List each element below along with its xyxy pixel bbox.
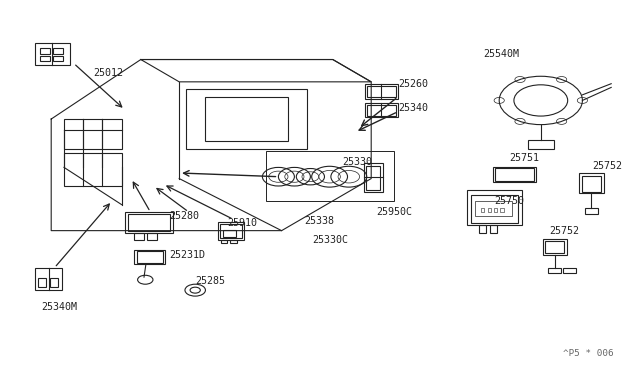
- Bar: [218, 222, 244, 240]
- Text: 25012: 25012: [93, 68, 123, 77]
- Text: 25330: 25330: [342, 157, 372, 167]
- Bar: [467, 190, 522, 225]
- Bar: [35, 268, 62, 290]
- Bar: [495, 168, 534, 181]
- Text: 25338: 25338: [304, 217, 334, 226]
- Bar: [479, 225, 486, 233]
- Text: 25340: 25340: [399, 103, 429, 113]
- Bar: [585, 208, 598, 214]
- Text: 25260: 25260: [399, 79, 429, 89]
- Text: 25751: 25751: [509, 153, 539, 163]
- Text: 25752: 25752: [592, 161, 622, 170]
- Bar: [64, 119, 122, 149]
- Bar: [53, 48, 63, 54]
- Bar: [134, 250, 165, 264]
- Text: 25330C: 25330C: [312, 235, 348, 245]
- Bar: [579, 173, 604, 193]
- Bar: [528, 140, 554, 149]
- Text: 25231D: 25231D: [170, 250, 205, 260]
- Bar: [365, 84, 398, 99]
- Bar: [563, 268, 576, 273]
- Bar: [40, 56, 50, 61]
- Bar: [471, 195, 518, 223]
- Bar: [221, 240, 227, 243]
- Bar: [40, 48, 50, 54]
- Bar: [364, 163, 383, 192]
- Text: ^P5 * 006: ^P5 * 006: [563, 349, 614, 358]
- Text: 25750: 25750: [494, 196, 524, 206]
- Bar: [134, 232, 144, 240]
- Bar: [205, 97, 288, 141]
- Text: 25540M: 25540M: [483, 49, 519, 59]
- Bar: [38, 278, 46, 287]
- Bar: [481, 208, 484, 212]
- Bar: [582, 176, 601, 192]
- Bar: [475, 201, 512, 216]
- Bar: [545, 241, 564, 253]
- Bar: [50, 278, 58, 287]
- Bar: [500, 208, 504, 212]
- Bar: [128, 214, 170, 231]
- Text: 25285: 25285: [195, 276, 225, 286]
- Bar: [64, 153, 122, 186]
- Bar: [230, 240, 237, 243]
- Bar: [137, 251, 163, 263]
- Bar: [35, 43, 70, 65]
- Bar: [220, 224, 242, 238]
- Bar: [367, 86, 396, 97]
- Bar: [125, 212, 173, 232]
- Bar: [147, 232, 157, 240]
- Bar: [53, 56, 63, 61]
- Text: 25752: 25752: [549, 226, 579, 235]
- Text: 25340M: 25340M: [42, 302, 77, 312]
- Text: 25280: 25280: [170, 211, 200, 221]
- Bar: [266, 151, 394, 201]
- Bar: [494, 208, 497, 212]
- Bar: [488, 208, 491, 212]
- Bar: [365, 103, 398, 117]
- Bar: [543, 239, 567, 255]
- Text: 25950C: 25950C: [376, 207, 412, 217]
- Bar: [548, 268, 561, 273]
- Bar: [493, 167, 536, 182]
- Text: 25910: 25910: [227, 218, 257, 228]
- Bar: [186, 89, 307, 149]
- Bar: [367, 105, 396, 116]
- Bar: [490, 225, 497, 233]
- Bar: [223, 230, 236, 237]
- Bar: [366, 166, 380, 190]
